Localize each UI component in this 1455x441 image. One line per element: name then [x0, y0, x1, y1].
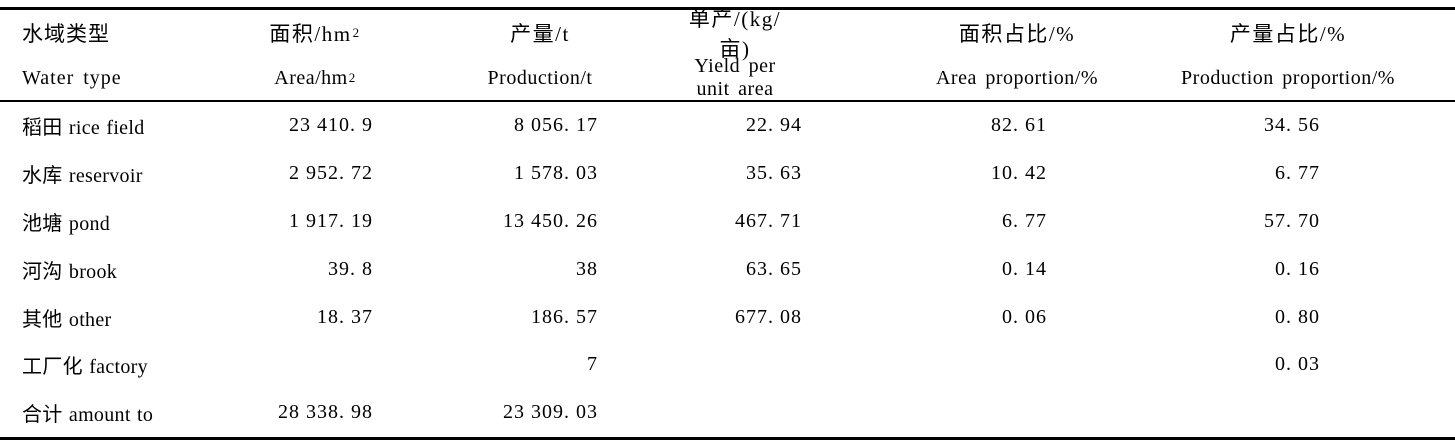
table-row: 其他 other 18. 37 186. 57 677. 08 0. 06 0.… — [0, 293, 1455, 341]
cell-area: 1 917. 19 — [289, 209, 373, 232]
header-zh-text: 产量/t — [510, 22, 570, 46]
cell-yield: 467. 71 — [735, 209, 802, 232]
cell-water-type: 工厂化 factory — [22, 356, 148, 379]
cell-production-proportion: 0. 80 — [1275, 305, 1320, 328]
header-zh-text: 产量占比/% — [1229, 22, 1347, 46]
header-en-text: Area/hm — [274, 66, 348, 89]
header-zh-line: 单产/(kg/亩) — [685, 7, 785, 61]
cell-area: 2 952. 72 — [289, 162, 373, 185]
cell-production-proportion: 6. 77 — [1275, 162, 1320, 185]
cell-area-proportion: 10. 42 — [991, 162, 1047, 185]
header-en-line: Water type — [0, 56, 235, 100]
header-en-text: Production/t — [487, 66, 593, 89]
table-row: 稻田 rice field 23 410. 9 8 056. 17 22. 94… — [0, 101, 1455, 150]
cell-water-type: 河沟 brook — [22, 260, 118, 283]
header-en-line: Area proportion/% — [869, 56, 1165, 100]
cell-production: 13 450. 26 — [503, 209, 598, 232]
column-header-area: 面积/hm 2 Area/hm 2 — [235, 9, 395, 102]
cell-production: 1 578. 03 — [514, 162, 598, 185]
header-zh-line: 面积占比/% — [869, 10, 1165, 56]
cell-yield — [685, 389, 855, 438]
cell-area-proportion — [855, 341, 1165, 389]
header-en-text: Yield per unit area — [694, 55, 776, 100]
cell-yield: 677. 08 — [735, 305, 802, 328]
header-en-text: Production proportion/% — [1181, 66, 1395, 89]
cell-area-proportion: 6. 77 — [1002, 209, 1047, 232]
cell-water-type: 池塘 pond — [22, 212, 111, 235]
cell-production: 186. 57 — [531, 305, 598, 328]
header-en-line: Production proportion/% — [1165, 56, 1411, 100]
cell-production: 38 — [576, 257, 598, 280]
cell-production-proportion: 34. 56 — [1264, 114, 1320, 137]
cell-water-type: 稻田 rice field — [22, 117, 145, 140]
header-en-line: Production/t — [395, 56, 685, 100]
header-zh-line: 产量占比/% — [1165, 10, 1411, 56]
cell-yield: 63. 65 — [746, 257, 802, 280]
cell-yield: 35. 63 — [746, 162, 802, 185]
table-row: 河沟 brook 39. 8 38 63. 65 0. 14 0. 16 — [0, 245, 1455, 293]
cell-area: 23 410. 9 — [289, 114, 373, 137]
header-en-text: Water type — [22, 66, 122, 89]
cell-production: 23 309. 03 — [503, 401, 598, 424]
cell-area-proportion: 82. 61 — [991, 114, 1047, 137]
cell-area — [235, 341, 395, 389]
header-zh-text: 面积占比/% — [958, 22, 1076, 46]
cell-production-proportion: 0. 03 — [1275, 353, 1320, 376]
table-row: 合计 amount to 28 338. 98 23 309. 03 — [0, 389, 1455, 438]
header-zh-line: 面积/hm 2 — [235, 10, 395, 56]
cell-area-proportion: 0. 06 — [1002, 305, 1047, 328]
header-zh-text: 单产/(kg/亩) — [688, 7, 782, 61]
column-header-production: 产量/t Production/t — [395, 9, 685, 102]
cell-production: 8 056. 17 — [514, 114, 598, 137]
cell-area: 39. 8 — [328, 257, 373, 280]
cell-area: 28 338. 98 — [278, 401, 373, 424]
header-zh-text: 面积/hm — [269, 22, 352, 46]
cell-production: 7 — [587, 353, 598, 376]
header-zh-line: 水域类型 — [0, 10, 235, 56]
water-type-statistics-table: 水域类型 Water type 面积/hm 2 Area/hm 2 产量/t Pro… — [0, 7, 1455, 440]
cell-production-proportion: 0. 16 — [1275, 257, 1320, 280]
table-row: 水库 reservoir 2 952. 72 1 578. 03 35. 63 … — [0, 150, 1455, 198]
cell-yield — [685, 341, 855, 389]
cell-area-proportion: 0. 14 — [1002, 257, 1047, 280]
header-en-line: Area/hm 2 — [274, 66, 356, 89]
header-en-line: Yield per unit area — [685, 55, 785, 100]
cell-water-type: 其他 other — [22, 308, 112, 331]
cell-water-type: 水库 reservoir — [22, 165, 143, 188]
header-row: 水域类型 Water type 面积/hm 2 Area/hm 2 产量/t Pro… — [0, 7, 1455, 102]
cell-area: 18. 37 — [317, 305, 373, 328]
column-header-yield: 单产/(kg/亩) Yield per unit area — [685, 7, 855, 102]
header-en-text: Area proportion/% — [935, 66, 1098, 89]
table-row: 池塘 pond 1 917. 19 13 450. 26 467. 71 6. … — [0, 198, 1455, 246]
header-zh-text: 水域类型 — [22, 22, 110, 46]
cell-production-proportion — [1165, 389, 1455, 438]
column-header-water-type: 水域类型 Water type — [0, 9, 235, 102]
column-header-production-proportion: 产量占比/% Production proportion/% — [1165, 9, 1455, 102]
cell-water-type: 合计 amount to — [22, 404, 154, 427]
cell-yield: 22. 94 — [746, 114, 802, 137]
column-header-area-proportion: 面积占比/% Area proportion/% — [855, 9, 1165, 102]
cell-area-proportion — [855, 389, 1165, 438]
header-zh-line: 产量/t — [395, 10, 685, 56]
cell-production-proportion: 57. 70 — [1264, 209, 1320, 232]
table-row: 工厂化 factory 7 0. 03 — [0, 341, 1455, 389]
